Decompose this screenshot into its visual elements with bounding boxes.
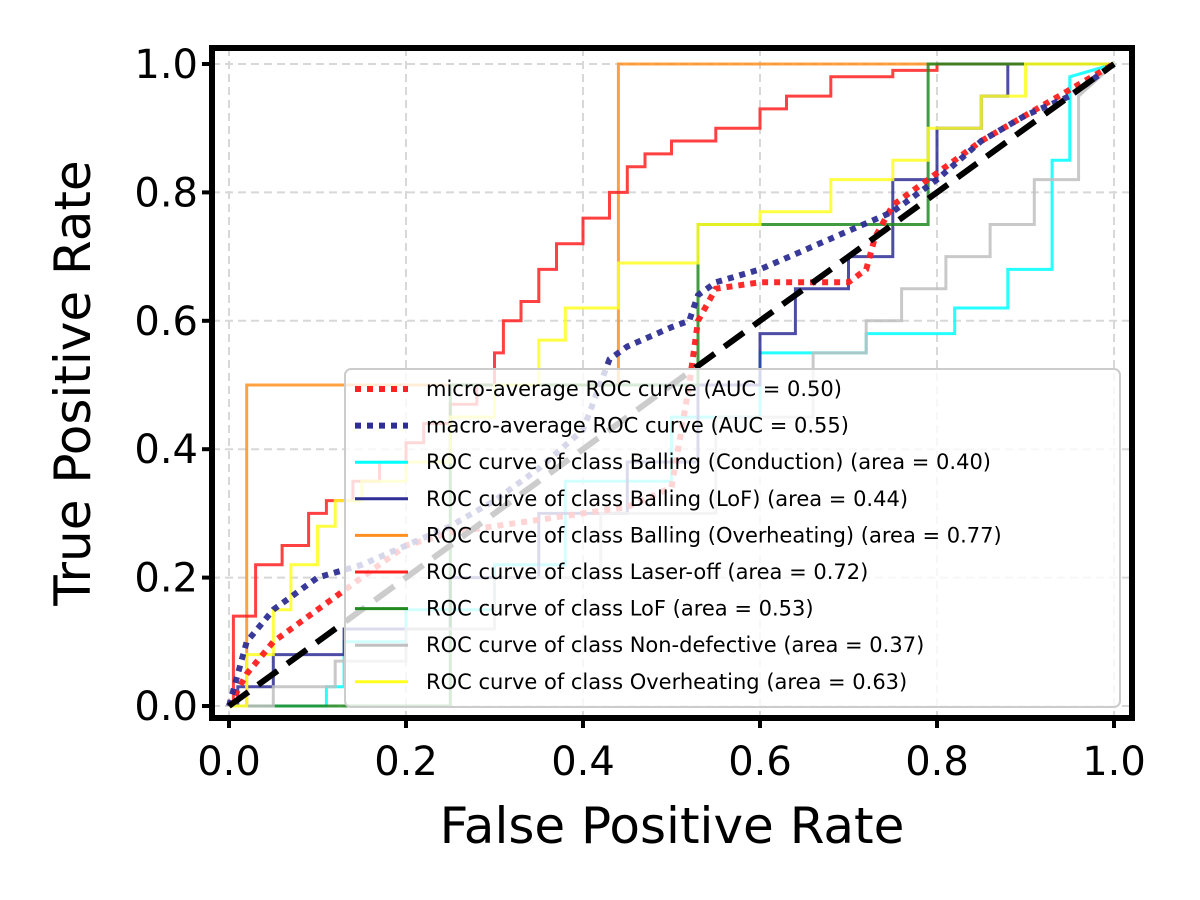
y-tick-label: 1.0 — [134, 42, 198, 88]
legend-label-4: ROC curve of class Balling (Overheating)… — [426, 523, 1002, 547]
x-tick-label: 0.2 — [374, 739, 438, 785]
axis-ticks: 0.0 0.0 0.2 0.2 0.4 0.4 0.6 0.6 0.8 0.8 1.0 1.0 — [134, 42, 1145, 785]
y-tick-label: 0.2 — [134, 556, 198, 602]
legend-label-1: macro-average ROC curve (AUC = 0.55) — [426, 414, 849, 438]
x-tick-label: 0.8 — [905, 739, 969, 785]
legend-label-8: ROC curve of class Overheating (area = 0… — [426, 670, 907, 694]
legend-label-5: ROC curve of class Laser-off (area = 0.7… — [426, 560, 868, 584]
legend-box — [344, 368, 1121, 708]
plot-frame — [209, 45, 1135, 721]
y-tick-label: 0.4 — [134, 427, 198, 473]
legend-label-3: ROC curve of class Balling (LoF) (area =… — [426, 487, 908, 511]
series-line-8 — [229, 62, 1114, 708]
y-tick-label: 0.8 — [134, 170, 198, 216]
x-tick-label: 0.0 — [197, 739, 261, 785]
legend-label-0: micro-average ROC curve (AUC = 0.50) — [426, 377, 842, 401]
x-tick-label: 0.6 — [728, 739, 792, 785]
x-tick-label: 1.0 — [1082, 739, 1146, 785]
y-tick-label: 0.0 — [134, 684, 198, 730]
x-axis-label: False Positive Rate — [440, 797, 905, 855]
x-tick-label: 0.4 — [551, 739, 615, 785]
y-axis-label: True Positive Rate — [44, 160, 102, 606]
legend-label-7: ROC curve of class Non-defective (area =… — [426, 633, 924, 657]
legend: micro-average ROC curve (AUC = 0.50) macr… — [344, 368, 1121, 708]
legend-label-2: ROC curve of class Balling (Conduction) … — [426, 450, 991, 474]
series-line-5 — [229, 62, 1114, 708]
y-tick-label: 0.6 — [134, 299, 198, 345]
legend-label-6: ROC curve of class LoF (area = 0.53) — [426, 597, 814, 621]
